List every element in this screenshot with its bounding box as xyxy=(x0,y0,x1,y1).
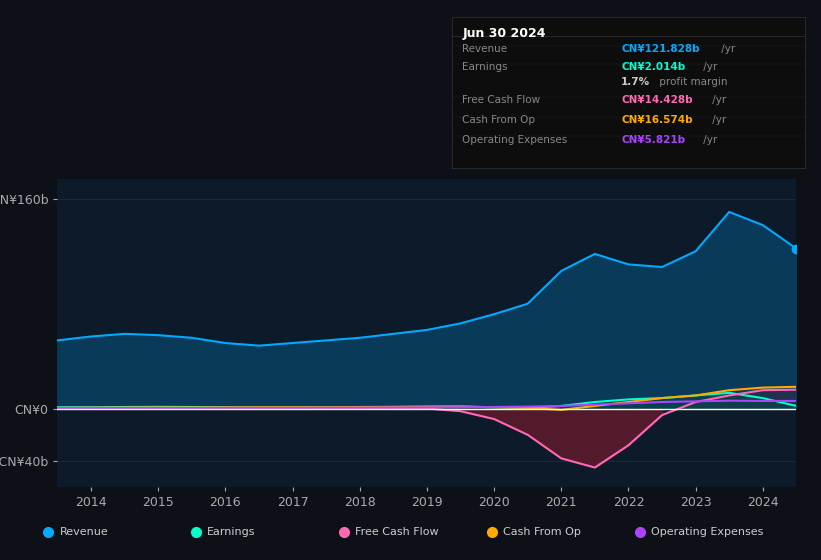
Text: /yr: /yr xyxy=(718,44,736,54)
Text: Earnings: Earnings xyxy=(462,62,507,72)
Text: Operating Expenses: Operating Expenses xyxy=(462,135,567,144)
Text: profit margin: profit margin xyxy=(656,77,727,87)
Text: CN¥5.821b: CN¥5.821b xyxy=(621,135,686,144)
Text: CN¥2.014b: CN¥2.014b xyxy=(621,62,686,72)
Text: CN¥16.574b: CN¥16.574b xyxy=(621,115,693,125)
Text: Earnings: Earnings xyxy=(208,527,256,537)
Text: /yr: /yr xyxy=(700,135,718,144)
Text: Operating Expenses: Operating Expenses xyxy=(651,527,763,537)
Text: 1.7%: 1.7% xyxy=(621,77,650,87)
Text: Jun 30 2024: Jun 30 2024 xyxy=(462,27,546,40)
Text: Free Cash Flow: Free Cash Flow xyxy=(355,527,438,537)
Text: Revenue: Revenue xyxy=(462,44,507,54)
Text: /yr: /yr xyxy=(709,115,727,125)
Text: CN¥14.428b: CN¥14.428b xyxy=(621,95,693,105)
Text: Free Cash Flow: Free Cash Flow xyxy=(462,95,540,105)
Text: Cash From Op: Cash From Op xyxy=(462,115,535,125)
Text: /yr: /yr xyxy=(700,62,718,72)
Text: CN¥121.828b: CN¥121.828b xyxy=(621,44,699,54)
Text: Cash From Op: Cash From Op xyxy=(503,527,580,537)
Text: /yr: /yr xyxy=(709,95,727,105)
Text: Revenue: Revenue xyxy=(60,527,108,537)
